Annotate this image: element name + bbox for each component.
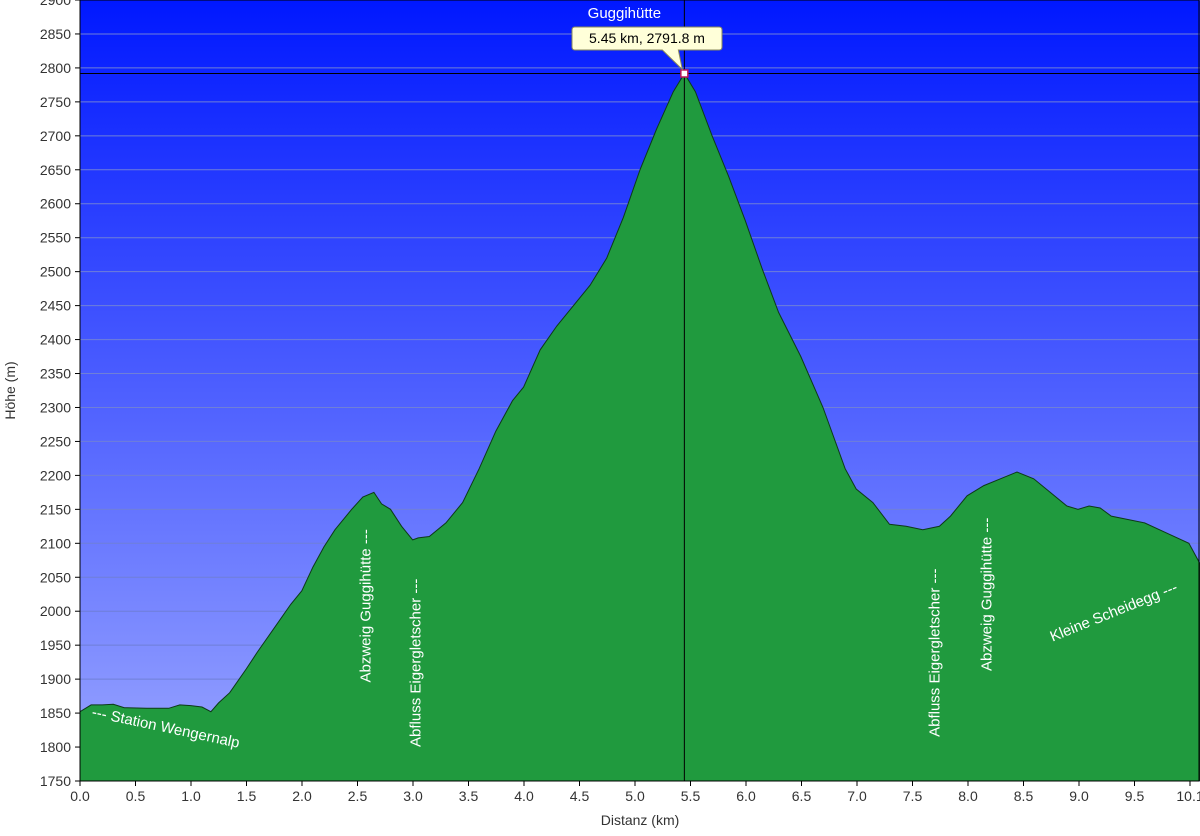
y-tick-label: 1750: [40, 773, 71, 789]
x-tick-label: 10.1: [1176, 788, 1200, 804]
route-annotation: Abzweig Guggihütte ---: [979, 518, 996, 671]
y-tick-label: 2200: [40, 467, 71, 483]
y-tick-label: 1900: [40, 671, 71, 687]
peak-marker-group: Guggihütte 5.45 km, 2791.8 m: [80, 0, 1200, 781]
x-tick-label: 5.0: [625, 788, 645, 804]
y-tick-label: 2450: [40, 298, 71, 314]
route-annotation: Abzweig Guggihütte ---: [358, 529, 375, 682]
x-tick-label: 8.0: [958, 788, 978, 804]
x-tick-label: 6.5: [792, 788, 812, 804]
x-tick-label: 2.5: [348, 788, 368, 804]
x-tick-label: 4.0: [514, 788, 534, 804]
tooltip-text: 5.45 km, 2791.8 m: [589, 30, 705, 46]
x-tick-label: 6.0: [736, 788, 756, 804]
x-tick-label: 2.0: [292, 788, 312, 804]
x-tick-label: 0.5: [126, 788, 146, 804]
x-tick-label: 1.0: [181, 788, 201, 804]
y-axis-ticks: 1750 1800 1850 1900 1950 2000 2050 2100 2150 2200…: [40, 0, 80, 789]
route-annotation: Abfluss Eigergletscher ---: [407, 579, 424, 747]
y-tick-label: 2850: [40, 26, 71, 42]
x-tick-label: 8.5: [1014, 788, 1034, 804]
x-tick-label: 0.0: [70, 788, 90, 804]
tooltip-box: [571, 26, 723, 71]
y-tick-label: 2000: [40, 603, 71, 619]
x-tick-label: 4.5: [570, 788, 590, 804]
y-tick-label: 2500: [40, 264, 71, 280]
elevation-area: [80, 72, 1200, 781]
plot-border: [79, 0, 1200, 782]
x-tick-label: 3.5: [459, 788, 479, 804]
y-tick-label: 2400: [40, 332, 71, 348]
y-tick-label: 2550: [40, 230, 71, 246]
y-tick-label: 2250: [40, 433, 71, 449]
y-tick-label: 2800: [40, 60, 71, 76]
y-tick-label: 2100: [40, 535, 71, 551]
x-tick-label: 3.0: [403, 788, 423, 804]
x-tick-label: 7.0: [847, 788, 867, 804]
x-axis-ticks: 0.0 0.5 1.0 1.5 2.0 2.5 3.0 3.5 4.0 4.5 5.0 5.5 6.0 6…: [70, 781, 1200, 804]
y-tick-label: 2650: [40, 162, 71, 178]
y-tick-label: 2700: [40, 128, 71, 144]
x-tick-label: 7.5: [903, 788, 923, 804]
y-tick-label: 2300: [40, 399, 71, 415]
peak-title: Guggihütte: [588, 5, 661, 22]
x-tick-label: 9.5: [1125, 788, 1145, 804]
route-annotation: Abfluss Eigergletscher ---: [926, 568, 943, 736]
y-tick-label: 2050: [40, 569, 71, 585]
y-tick-label: 2350: [40, 366, 71, 382]
peak-point[interactable]: [680, 69, 689, 78]
y-tick-label: 1800: [40, 739, 71, 755]
y-tick-label: 1950: [40, 637, 71, 653]
y-tick-label: 2150: [40, 501, 71, 517]
y-tick-label: 1850: [40, 705, 71, 721]
x-tick-label: 1.5: [237, 788, 257, 804]
y-axis-label: Höhe (m): [2, 361, 18, 419]
x-tick-label: 9.0: [1069, 788, 1089, 804]
x-tick-label: 5.5: [681, 788, 701, 804]
y-tick-label: 2900: [40, 0, 71, 8]
y-tick-label: 2600: [40, 196, 71, 212]
y-tick-label: 2750: [40, 94, 71, 110]
tooltip: 5.45 km, 2791.8 m: [571, 26, 723, 71]
x-axis-label: Distanz (km): [601, 812, 680, 828]
